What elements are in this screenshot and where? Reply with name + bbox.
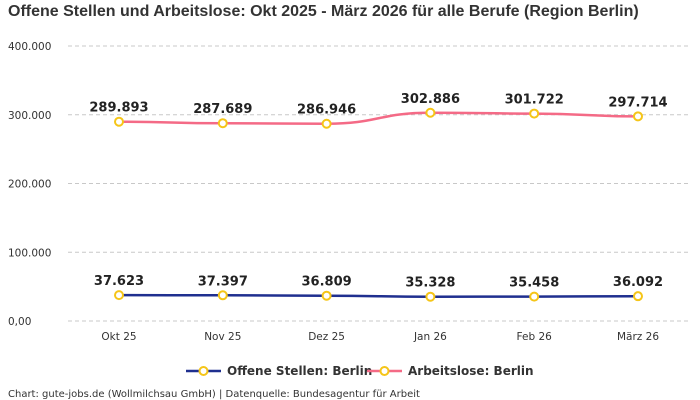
data-label: 36.092 xyxy=(613,275,663,290)
data-point[interactable] xyxy=(217,118,228,129)
x-tick-label: Feb 26 xyxy=(517,331,553,343)
x-tick-label: März 26 xyxy=(617,331,659,343)
data-point[interactable] xyxy=(529,291,540,302)
x-tick-label: Dez 25 xyxy=(308,331,345,343)
legend-marker xyxy=(198,366,209,376)
data-label: 301.722 xyxy=(505,93,564,108)
y-tick-label: 300.000 xyxy=(8,110,51,122)
chart-title: Offene Stellen und Arbeitslose: Okt 2025… xyxy=(8,3,639,20)
data-label: 286.946 xyxy=(297,103,356,118)
x-tick-label: Okt 25 xyxy=(101,331,136,343)
data-label: 37.397 xyxy=(198,274,248,289)
series-line xyxy=(118,111,639,125)
data-point[interactable] xyxy=(425,107,436,118)
data-label: 35.328 xyxy=(405,276,455,291)
data-label: 302.886 xyxy=(401,92,460,107)
data-label: 289.893 xyxy=(89,101,148,116)
y-tick-label: 0,00 xyxy=(8,316,31,328)
legend-label[interactable]: Offene Stellen: Berlin xyxy=(227,364,372,378)
data-point[interactable] xyxy=(217,290,228,301)
data-point[interactable] xyxy=(633,291,643,302)
data-label: 37.623 xyxy=(94,274,144,289)
data-label: 287.689 xyxy=(193,102,252,117)
legend-label[interactable]: Arbeitslose: Berlin xyxy=(408,364,534,378)
legend-marker xyxy=(379,366,390,376)
data-point[interactable] xyxy=(321,118,332,129)
y-tick-label: 400.000 xyxy=(8,41,51,53)
data-point[interactable] xyxy=(529,108,540,119)
x-tick-label: Jan 26 xyxy=(413,331,447,343)
data-point[interactable] xyxy=(425,291,436,302)
data-label: 297.714 xyxy=(608,95,667,110)
y-tick-label: 100.000 xyxy=(8,247,51,259)
data-point[interactable] xyxy=(321,290,332,301)
data-point[interactable] xyxy=(633,111,643,122)
data-label: 36.809 xyxy=(302,275,352,290)
chart-credit: Chart: gute-jobs.de (Wollmilchsau GmbH) … xyxy=(8,389,420,400)
data-label: 35.458 xyxy=(509,276,559,291)
data-point[interactable] xyxy=(114,116,124,127)
x-tick-label: Nov 25 xyxy=(204,331,241,343)
y-tick-label: 200.000 xyxy=(8,179,51,191)
data-point[interactable] xyxy=(114,290,124,301)
series-line xyxy=(118,293,639,298)
